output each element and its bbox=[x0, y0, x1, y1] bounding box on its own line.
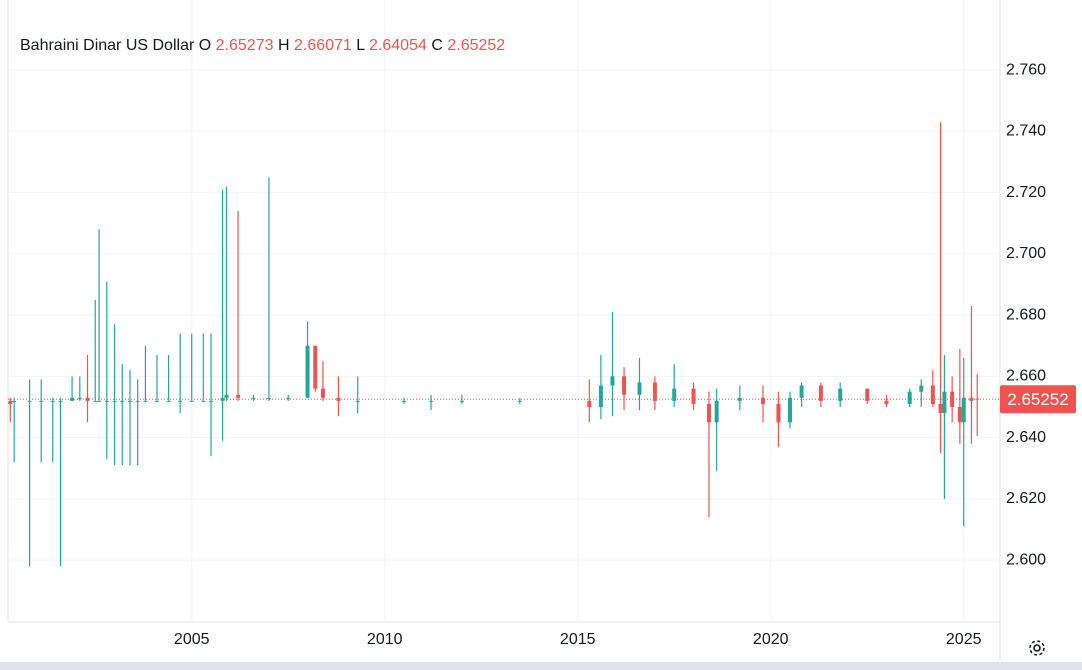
bottom-strip bbox=[0, 662, 1082, 670]
candle-body bbox=[8, 400, 13, 404]
candle-body bbox=[788, 397, 793, 423]
candle-body bbox=[598, 385, 603, 408]
candle-body bbox=[12, 400, 17, 402]
candle-body bbox=[286, 397, 291, 399]
candle-body bbox=[58, 400, 63, 402]
candle-body bbox=[838, 388, 843, 401]
candle-body bbox=[39, 400, 44, 402]
candle-body bbox=[714, 400, 719, 423]
x-tick-label: 2025 bbox=[946, 631, 982, 648]
candle-body bbox=[737, 397, 742, 401]
price-tag bbox=[1000, 385, 1076, 414]
candle-body bbox=[320, 388, 325, 398]
candle-body bbox=[961, 397, 966, 423]
x-tick-label: 2005 bbox=[174, 631, 210, 648]
candle-body bbox=[610, 376, 615, 386]
candle-body bbox=[201, 400, 206, 402]
candle-body bbox=[305, 345, 310, 398]
candle-body bbox=[706, 403, 711, 423]
candle-body bbox=[587, 400, 592, 408]
candle-body bbox=[266, 397, 271, 399]
candle-body bbox=[336, 397, 341, 401]
candle-body bbox=[402, 400, 407, 402]
legend-part: H bbox=[278, 37, 290, 54]
plot-area bbox=[8, 0, 1000, 622]
candle-body bbox=[120, 400, 125, 402]
candle-body bbox=[154, 400, 159, 402]
candle-body bbox=[930, 385, 935, 404]
candle-body bbox=[672, 388, 677, 401]
candle-body bbox=[950, 391, 955, 408]
legend-part: 2.65252 bbox=[447, 37, 505, 54]
candle-body bbox=[77, 397, 82, 399]
y-tick-label: 2.680 bbox=[1006, 306, 1046, 323]
candle-body bbox=[776, 403, 781, 423]
candle-body bbox=[652, 382, 657, 401]
settings-icon[interactable] bbox=[1029, 640, 1045, 656]
price-tag-label: 2.65252 bbox=[1007, 390, 1068, 409]
candle-body bbox=[178, 400, 183, 402]
legend-part: Bahraini Dinar US Dollar bbox=[20, 37, 195, 54]
legend: Bahraini Dinar US Dollar O 2.65273 H 2.6… bbox=[20, 37, 505, 54]
legend-part: 2.65273 bbox=[216, 37, 274, 54]
candle-body bbox=[251, 397, 256, 399]
candle-body bbox=[313, 345, 318, 389]
legend-part: O bbox=[199, 37, 211, 54]
candle-body bbox=[969, 397, 974, 401]
y-tick-label: 2.760 bbox=[1006, 61, 1046, 78]
x-tick-label: 2020 bbox=[753, 631, 789, 648]
candle-body bbox=[209, 400, 214, 402]
candle-body bbox=[104, 400, 109, 402]
y-tick-label: 2.640 bbox=[1006, 429, 1046, 446]
y-tick-label: 2.700 bbox=[1006, 245, 1046, 262]
legend-part: 2.66071 bbox=[294, 37, 352, 54]
candle-body bbox=[865, 388, 870, 401]
y-tick-label: 2.740 bbox=[1006, 123, 1046, 140]
candle-body bbox=[70, 397, 75, 401]
candle-body bbox=[236, 394, 241, 398]
candle-body bbox=[166, 400, 171, 402]
candle-body bbox=[975, 398, 980, 400]
candle-body bbox=[112, 400, 117, 402]
candle-body bbox=[135, 400, 140, 402]
candle-body bbox=[355, 400, 360, 402]
candle-body bbox=[818, 385, 823, 401]
candle-body bbox=[938, 403, 943, 414]
candle-body bbox=[884, 400, 889, 404]
candle-body bbox=[127, 400, 132, 402]
candle-body bbox=[429, 400, 434, 402]
candle-body bbox=[50, 400, 55, 402]
legend-part: C bbox=[431, 37, 443, 54]
candle-body bbox=[942, 391, 947, 414]
candle-body bbox=[761, 397, 766, 404]
candle-body bbox=[957, 407, 962, 423]
legend-part: L bbox=[356, 37, 365, 54]
y-tick-label: 2.620 bbox=[1006, 490, 1046, 507]
candle-body bbox=[637, 382, 642, 395]
candle-body bbox=[799, 385, 804, 398]
candle-body bbox=[143, 400, 148, 402]
candle-body bbox=[220, 397, 225, 401]
candle-body bbox=[93, 400, 98, 402]
candle-body bbox=[27, 400, 32, 402]
candle-body bbox=[517, 400, 522, 402]
x-tick-label: 2015 bbox=[560, 631, 596, 648]
x-tick-label: 2010 bbox=[367, 631, 403, 648]
y-tick-label: 2.660 bbox=[1006, 368, 1046, 385]
y-tick-label: 2.600 bbox=[1006, 551, 1046, 568]
candle-body bbox=[622, 376, 627, 395]
candle-body bbox=[224, 394, 229, 398]
candle-body bbox=[459, 400, 464, 402]
candle-body bbox=[919, 385, 924, 392]
candle-body bbox=[97, 400, 102, 402]
candle-body bbox=[189, 400, 194, 402]
y-tick-label: 2.720 bbox=[1006, 184, 1046, 201]
legend-part: 2.64054 bbox=[369, 37, 427, 54]
candle-body bbox=[691, 388, 696, 404]
candle-body bbox=[85, 397, 90, 401]
candle-body bbox=[907, 391, 912, 404]
